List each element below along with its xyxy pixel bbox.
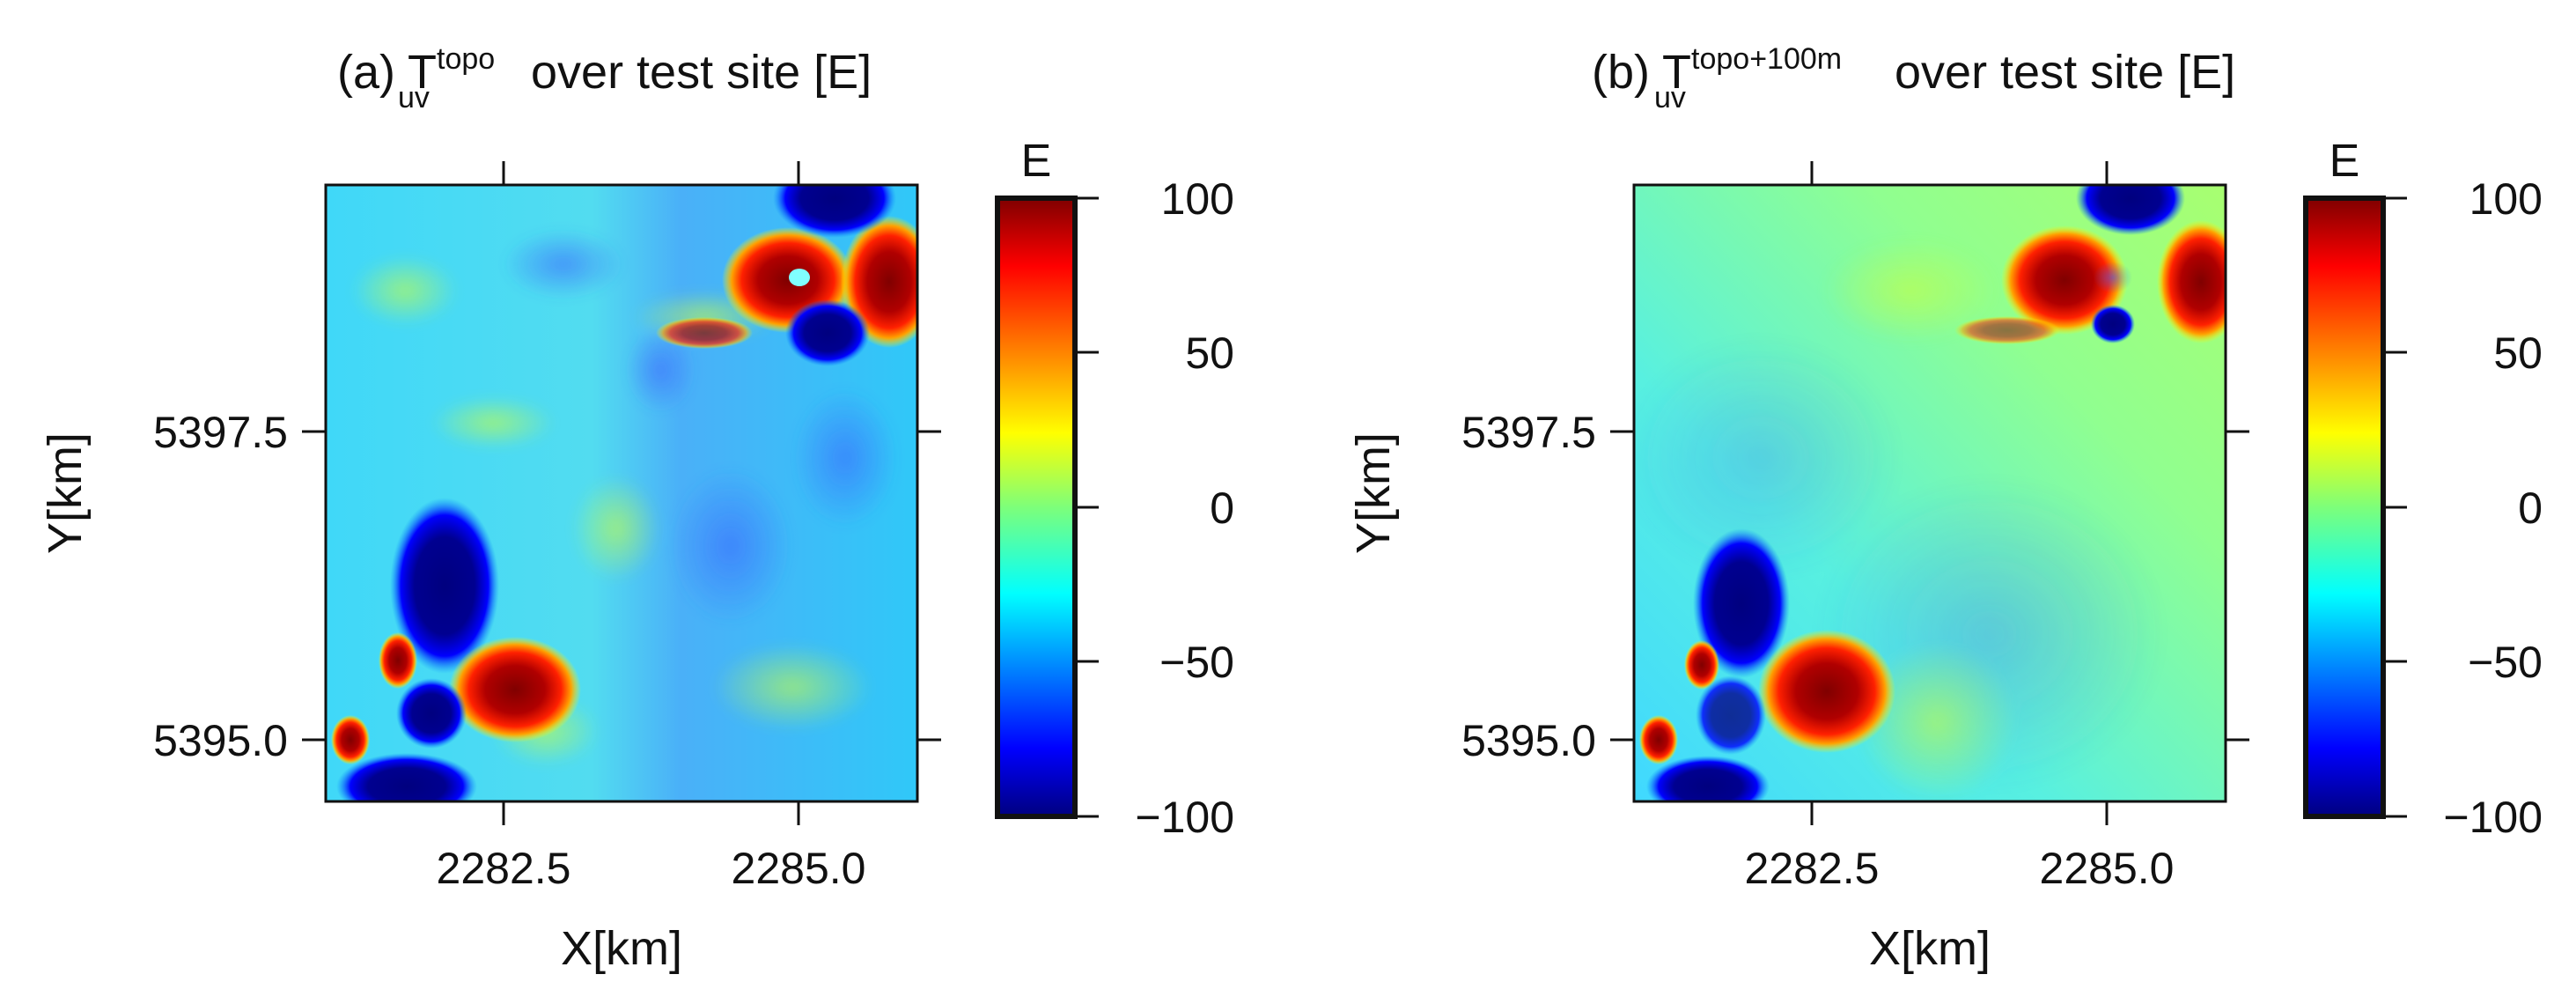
anomaly-b-e-positive: [2157, 220, 2226, 343]
colorbar-a: [995, 196, 1078, 819]
heatmap-b: [1634, 185, 2226, 801]
title-a-suffix: over test site [E]: [518, 46, 872, 99]
panel-b: (b) Ttopo+100m uv over test site [E]: [1347, 42, 2543, 975]
anomaly-a-top-negative: [773, 185, 896, 238]
anomaly-a-ne-tail: [656, 317, 753, 349]
cb-tick-label-b-2: 50: [2493, 329, 2543, 378]
cb-tick-label-a-1: 100: [1161, 174, 1234, 224]
colorbar-b: [2303, 196, 2386, 819]
texture-a-7: [502, 229, 625, 299]
plot-frame-a: [324, 183, 919, 803]
texture-a-3: [572, 476, 660, 581]
anomaly-b-corner-positive: [1639, 715, 1678, 764]
texture-b-4: [1822, 238, 1998, 343]
x-tick-label-a-2: 2285.0: [732, 844, 866, 893]
y-axis-label-b: Y[km]: [1347, 432, 1400, 554]
texture-a-2: [431, 396, 555, 449]
anomaly-b-ne-tail: [1954, 316, 2060, 344]
colorbar-b-ticks: [2383, 196, 2407, 818]
title-a: (a) Ttopo uv over test site [E]: [337, 42, 872, 114]
title-a-prefix: (a) T: [337, 46, 437, 99]
anomaly-b-sw-positive: [1758, 630, 1895, 753]
x-axis-label-b: X[km]: [1869, 922, 1991, 975]
texture-a-5: [669, 467, 792, 625]
anomaly-b-sw-mid-negative: [1696, 675, 1766, 755]
x-axis-b: [1810, 161, 2109, 825]
anomaly-b-corner-negative: [1646, 756, 1770, 801]
anomaly-a-sw-small-positive: [379, 632, 417, 689]
texture-b-2: [1634, 335, 1902, 581]
title-a-superscript: topo: [437, 42, 495, 76]
title-b-suffix: over test site [E]: [1881, 46, 2235, 99]
anomaly-b-ne-core: [2094, 262, 2132, 293]
x-axis-a: [502, 161, 800, 825]
anomaly-a-ne-negative: [785, 299, 870, 366]
x-axis-label-a: X[km]: [561, 922, 682, 975]
y-tick-label-a-2: 5397.5: [153, 408, 288, 457]
plot-frame-b: [1632, 183, 2227, 803]
cb-tick-label-b-4: −50: [2468, 638, 2543, 687]
panel-a: (a) Ttopo uv over test site [E]: [39, 42, 1234, 975]
anomaly-a-corner-positive: [331, 715, 370, 764]
x-tick-label-a-1: 2282.5: [437, 844, 571, 893]
y-tick-label-b-1: 5395.0: [1461, 716, 1596, 765]
anomaly-b-ne-positive: [2001, 225, 2128, 335]
anomaly-b-top-negative: [2076, 185, 2185, 235]
colorbar-b-label: E: [2329, 136, 2360, 187]
title-a-subscript: uv: [398, 81, 430, 114]
heatmap-a: [326, 185, 917, 801]
title-b: (b) Ttopo+100m uv over test site [E]: [1592, 42, 2235, 114]
anomaly-a-sw-upper-negative: [390, 498, 499, 674]
cb-tick-label-b-5: −100: [2443, 793, 2543, 842]
texture-b-3: [1858, 643, 2016, 801]
texture-a-6: [792, 388, 898, 528]
anomaly-b-sw-small-positive: [1684, 640, 1719, 690]
colorbar-a-label: E: [1021, 136, 1052, 187]
anomaly-b-ne-negative: [2091, 305, 2135, 343]
texture-a-8: [625, 326, 696, 414]
anomaly-b-sw-upper-negative: [1693, 528, 1790, 678]
cb-tick-label-a-2: 50: [1185, 329, 1234, 378]
cb-tick-label-b-1: 100: [2469, 174, 2543, 224]
y-tick-label-b-2: 5397.5: [1461, 408, 1596, 457]
anomaly-a-sw-positive: [449, 637, 581, 742]
x-tick-label-b-2: 2285.0: [2040, 844, 2175, 893]
texture-a-1: [352, 255, 458, 326]
y-axis-a: [302, 430, 941, 742]
cb-tick-label-a-4: −50: [1159, 638, 1234, 687]
y-tick-label-a-1: 5395.0: [153, 716, 288, 765]
title-b-subscript: uv: [1654, 81, 1686, 114]
anomaly-a-corner-negative: [336, 753, 477, 801]
title-b-prefix: (b) T: [1592, 46, 1691, 99]
y-axis-b: [1610, 430, 2249, 742]
texture-a-4: [713, 643, 872, 731]
anomaly-a-sw-mid-negative: [396, 678, 467, 749]
y-axis-label-a: Y[km]: [39, 432, 92, 554]
colorbar-a-ticks: [1075, 196, 1099, 818]
anomaly-a-ne-core: [789, 269, 810, 286]
cb-tick-label-a-3: 0: [1210, 484, 1234, 533]
cb-tick-label-b-3: 0: [2518, 484, 2543, 533]
title-b-superscript: topo+100m: [1691, 42, 1842, 76]
cb-tick-label-a-5: −100: [1135, 793, 1234, 842]
x-tick-label-b-1: 2282.5: [1745, 844, 1880, 893]
